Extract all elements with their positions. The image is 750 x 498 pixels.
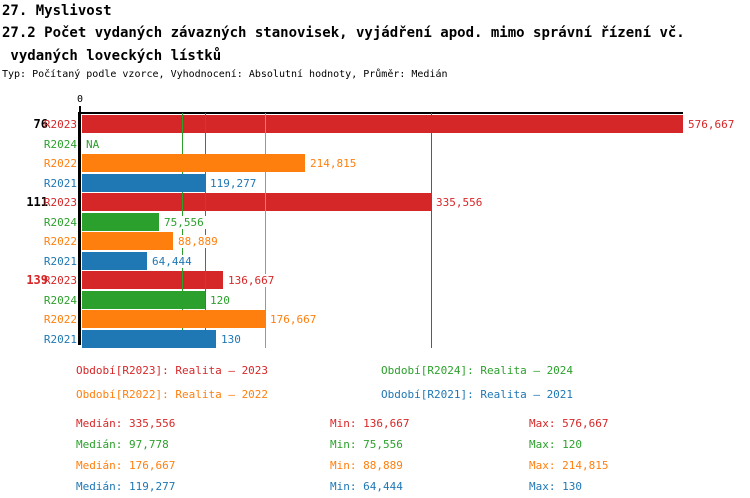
bar-R2024-group2	[82, 212, 159, 231]
bar-value-label: 576,667	[686, 118, 737, 131]
chart-subtitle-2: vydaných loveckých lístků	[2, 48, 222, 64]
stat-median-R2021: Medián: 119,277	[76, 480, 176, 493]
median-line-R2024	[182, 113, 183, 348]
zero-tick	[79, 106, 81, 117]
period-label-R2023: R2023	[43, 274, 77, 287]
bar-R2022-group1	[82, 154, 305, 172]
bar-R2022-group3	[82, 310, 265, 328]
period-label-R2022: R2022	[43, 157, 77, 170]
period-label-R2021: R2021	[43, 176, 77, 190]
bar-value-label: 136,667	[226, 274, 277, 287]
stat-median-R2024: Medián: 97,778	[76, 438, 169, 451]
stat-max-R2022: Max: 214,815	[529, 459, 609, 472]
median-line-R2021	[205, 113, 206, 348]
stat-min-R2024: Min: 75,556	[330, 438, 403, 451]
bar-R2021-group1	[82, 173, 205, 192]
chart-meta-line: Typ: Počítaný podle vzorce, Vyhodnocení:…	[2, 69, 448, 80]
bar-value-label: 75,556	[162, 215, 206, 229]
bar-R2023-group3	[82, 271, 223, 289]
period-label-R2023: R2023	[43, 196, 77, 209]
bar-R2023-group1	[82, 115, 683, 133]
stat-max-R2023: Max: 576,667	[529, 417, 609, 430]
chart-subtitle-1: 27.2 Počet vydaných závazných stanovisek…	[2, 25, 685, 41]
bar-value-label: 119,277	[208, 176, 259, 190]
page-title: 27. Myslivost	[2, 3, 112, 19]
period-label-R2024: R2024	[43, 293, 77, 307]
stat-median-R2022: Medián: 176,667	[76, 459, 176, 472]
stat-median-R2023: Medián: 335,556	[76, 417, 176, 430]
bar-R2024-group3	[82, 290, 205, 309]
legend-item-R2021: Období[R2021]: Realita – 2021	[381, 388, 574, 401]
bar-value-label: 120	[208, 293, 232, 307]
period-label-R2024: R2024	[43, 137, 77, 151]
period-label-R2023: R2023	[43, 118, 77, 131]
legend-item-R2022: Období[R2022]: Realita – 2022	[76, 388, 269, 401]
bar-value-label: 176,667	[268, 313, 319, 326]
zero-tick-label: 0	[76, 94, 84, 105]
bar-R2023-group2	[82, 193, 431, 211]
period-label-R2022: R2022	[43, 235, 77, 248]
bar-value-label: 88,889	[176, 235, 220, 248]
period-label-R2021: R2021	[43, 254, 77, 268]
period-label-R2024: R2024	[43, 215, 77, 229]
legend-item-R2024: Období[R2024]: Realita – 2024	[381, 364, 574, 377]
period-label-R2021: R2021	[43, 332, 77, 346]
bar-R2021-group3	[82, 329, 216, 348]
x-axis-line	[80, 112, 683, 114]
bar-value-label: 214,815	[308, 157, 359, 170]
bar-R2022-group2	[82, 232, 173, 250]
stat-max-R2024: Max: 120	[529, 438, 582, 451]
bar-value-label: NA	[84, 137, 102, 151]
period-label-R2022: R2022	[43, 313, 77, 326]
stat-min-R2021: Min: 64,444	[330, 480, 403, 493]
bar-value-label: 130	[219, 332, 243, 346]
stat-max-R2021: Max: 130	[529, 480, 582, 493]
group-label-111: 111	[26, 195, 48, 209]
y-axis-line	[78, 112, 81, 345]
stat-min-R2022: Min: 88,889	[330, 459, 403, 472]
bar-value-label: 335,556	[434, 196, 485, 209]
group-label-139: 139	[26, 273, 48, 287]
bar-R2021-group2	[82, 251, 147, 270]
stat-min-R2023: Min: 136,667	[330, 417, 410, 430]
median-line-R2023	[431, 113, 432, 348]
legend-item-R2023: Období[R2023]: Realita – 2023	[76, 364, 269, 377]
median-line-R2022	[265, 113, 266, 348]
bar-value-label: 64,444	[150, 254, 194, 268]
group-label-76: 76	[33, 117, 48, 131]
